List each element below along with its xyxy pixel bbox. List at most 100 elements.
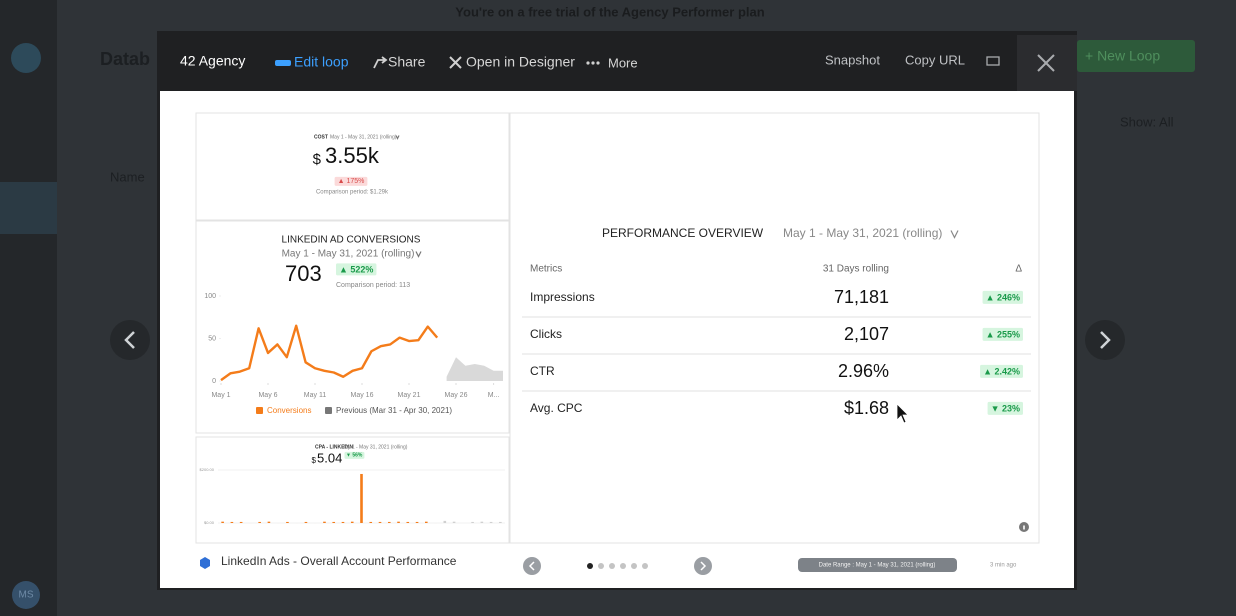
more-dot [591,61,595,65]
tv-icon[interactable] [986,56,1000,66]
y-tick-label: 0 [212,378,216,385]
page-dot[interactable] [609,563,615,569]
avatar-initials: MS [19,590,34,601]
prev-chevron [124,331,135,349]
cost-widget [195,112,510,221]
name-column: Name [110,169,145,184]
change: ▼ 56% [346,452,363,458]
updated: 3 min ago [990,563,1017,569]
avatar [12,581,40,609]
footer-next[interactable] [694,557,712,575]
currency: $ [313,151,322,168]
share[interactable]: Share [388,54,426,70]
dashboard-name: LinkedIn Ads - Overall Account Performan… [221,554,457,568]
cpa-value: 5.04 [317,450,342,465]
x-tick-label: M... [488,392,500,399]
share-icon [373,56,388,69]
new-loop-label: + New Loop [1085,48,1160,64]
overview-title: PERFORMANCE OVERVIEW [602,226,764,240]
bar [323,521,326,523]
footer-next-chevron [700,561,707,571]
page-dot[interactable] [587,563,593,569]
bar [387,521,391,523]
bar [258,521,261,523]
bar [360,473,363,523]
cursor [896,403,909,424]
currency: $ [312,456,317,465]
x-tick-label: May 21 [398,392,421,399]
metric-name: CTR [530,364,555,378]
bar [221,521,224,523]
column-header: Δ [1015,264,1022,275]
snapshot[interactable]: Snapshot [825,52,880,67]
change: ▲ 522% [339,264,373,274]
widget-date: May 1 - May 31, 2021 (rolling) [282,249,415,260]
widget-date: May 1 - May 31, 2021 (rolling) [330,134,397,140]
x-tick-label: May 11 [304,392,327,399]
bar [378,521,382,523]
dropdown-chevron [415,251,422,258]
bar [499,521,502,523]
next-arrow[interactable] [1085,320,1125,360]
previous-area [446,357,503,381]
legend-checkbox[interactable] [256,407,263,414]
bar [425,521,428,523]
bar [480,521,484,523]
bar [239,521,243,523]
copy-url[interactable]: Copy URL [905,52,965,67]
source-logo [200,557,210,569]
footer-prev[interactable] [523,557,541,575]
bar [369,521,373,523]
conversions-value: 703 [285,261,322,286]
bar [267,521,271,523]
metric-change: ▲ 246% [986,292,1020,302]
bar [341,521,345,523]
metric-change: ▲ 2.42% [983,366,1020,376]
page-dot[interactable] [642,563,648,569]
sidebar [0,0,57,616]
edit-icon [275,60,291,66]
change-pill [987,401,1023,415]
change-pill [980,364,1023,378]
metric-change: ▼ 23% [991,403,1020,413]
open-in-designer[interactable]: Open in Designer [466,54,575,70]
page-title: Datab [100,49,150,69]
widget-title: CPA - LINKEDIN [315,444,353,450]
trial-banner: You're on a free trial of the Agency Per… [455,4,764,19]
date-range: Date Range : May 1 - May 31, 2021 (rolli… [819,563,936,569]
cost-value: 3.55k [325,143,380,168]
comparison: Comparison period: 113 [336,282,410,289]
comparison: Comparison period: $1.29k [316,190,389,196]
x-tick-label: May 16 [351,392,374,399]
bar [397,521,400,523]
metric-value: 2,107 [844,324,889,344]
prev-arrow[interactable] [110,320,150,360]
metric-value: 71,181 [834,287,889,307]
bar [230,521,234,523]
conversions-widget [195,220,510,434]
change: ▲ 175% [338,178,365,185]
bar [443,520,447,523]
y-tick-label: $0.00 [204,520,215,525]
metric-name: Impressions [530,290,595,304]
new-loop-button[interactable] [1077,40,1195,72]
bar [471,521,474,523]
page-dot[interactable] [631,563,637,569]
date-range-pill [798,558,957,572]
agency-name: 42 Agency [180,53,245,69]
change-pill [334,176,368,186]
legend-label: Previous (Mar 31 - Apr 30, 2021) [336,406,452,415]
more[interactable]: More [608,55,638,70]
legend-checkbox[interactable] [325,407,332,414]
x-tick-label: May 26 [445,392,468,399]
page-dot[interactable] [598,563,604,569]
logo [11,43,41,73]
edit-loop[interactable]: Edit loop [294,54,349,70]
sidebar-active [0,182,57,234]
change-pill [982,327,1023,341]
column-header: 31 Days rolling [823,264,889,275]
change-pill [344,451,365,459]
page-dot[interactable] [620,563,626,569]
content [160,91,1074,588]
